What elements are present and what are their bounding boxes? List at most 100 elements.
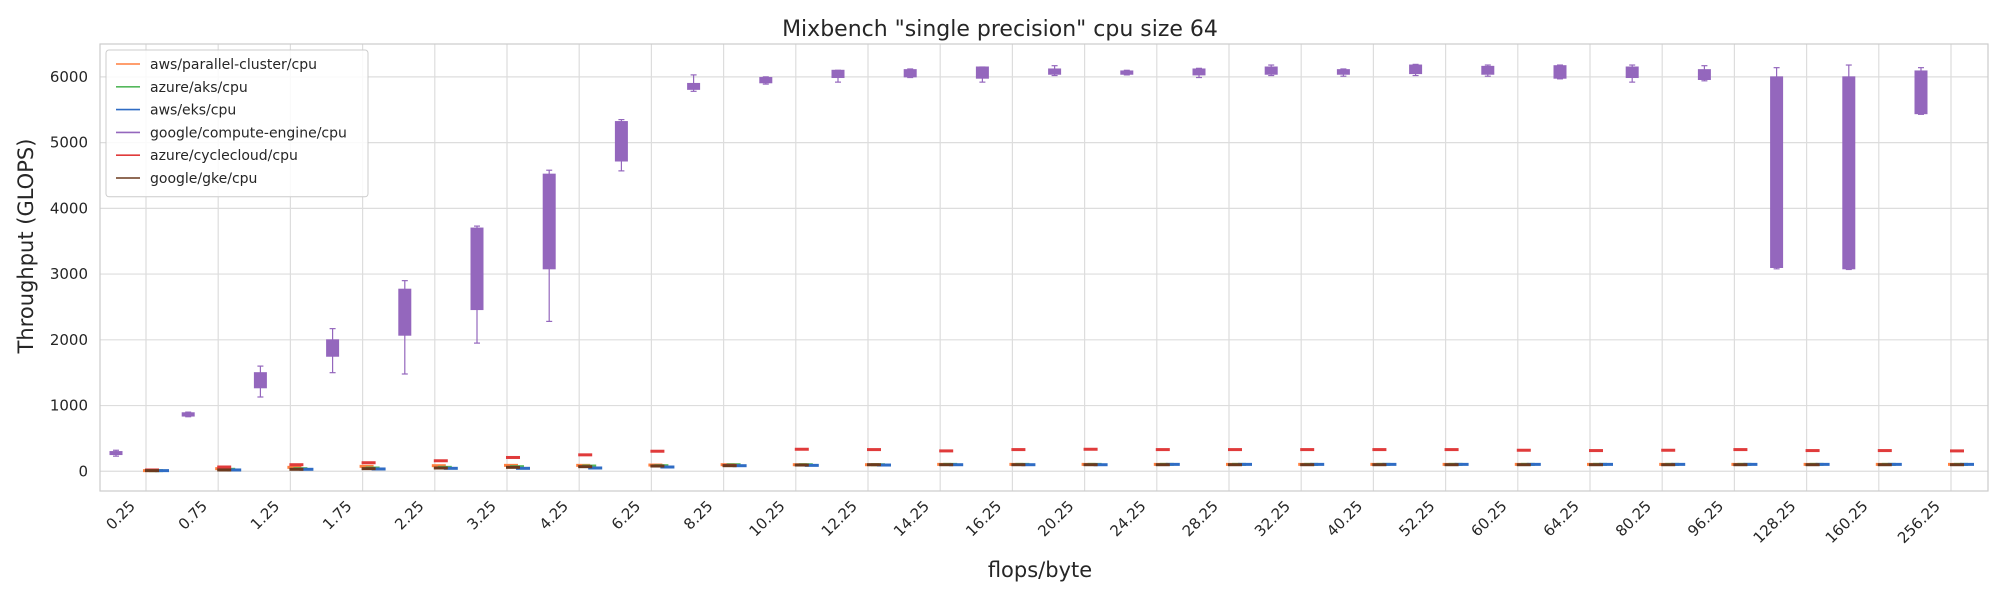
- series-marker: [1011, 463, 1026, 467]
- series-marker: [1238, 462, 1252, 466]
- plot-area: [99, 43, 1989, 492]
- series-marker: [431, 464, 446, 468]
- series-marker: [361, 467, 376, 471]
- series-marker: [1589, 449, 1603, 453]
- box: [614, 121, 628, 162]
- x-tick-label: 6.25: [608, 497, 644, 533]
- series-marker: [794, 463, 809, 467]
- legend-entry: google/gke/cpu: [150, 171, 257, 187]
- series-marker: [1454, 462, 1469, 466]
- x-tick-label: 8.25: [680, 497, 716, 533]
- series-marker: [1877, 463, 1892, 467]
- series-marker: [1589, 463, 1603, 467]
- x-tick-label: 1.25: [247, 497, 283, 533]
- series-marker: [1228, 463, 1242, 467]
- x-tick-label: 0.25: [102, 497, 138, 533]
- x-tick-label: 60.25: [1468, 497, 1511, 540]
- series-marker: [145, 469, 159, 473]
- box: [253, 372, 267, 389]
- series-marker: [1300, 463, 1315, 467]
- series-marker: [299, 467, 314, 471]
- series-marker: [1950, 463, 1964, 467]
- series-marker: [1300, 448, 1315, 452]
- series-marker: [155, 469, 169, 473]
- x-tick-label: 16.25: [962, 497, 1005, 540]
- box: [1120, 70, 1134, 75]
- x-tick-label: 80.25: [1612, 497, 1655, 540]
- box: [1192, 68, 1206, 76]
- plot-frame: [99, 43, 1989, 492]
- series-aws-eks-cpu: [155, 462, 1974, 473]
- box: [687, 82, 701, 90]
- series-marker: [804, 463, 819, 467]
- series-marker: [1960, 462, 1974, 466]
- x-tick-label: 12.25: [818, 497, 861, 540]
- series-marker: [1516, 463, 1531, 467]
- series-marker: [650, 464, 665, 468]
- box: [398, 288, 412, 336]
- series-marker: [433, 466, 448, 470]
- series-marker: [443, 466, 458, 470]
- series-marker: [1228, 448, 1242, 452]
- series-marker: [1155, 448, 1170, 452]
- x-tick-label: 160.25: [1822, 497, 1872, 547]
- box: [1697, 69, 1711, 80]
- box: [1770, 76, 1784, 268]
- x-tick-label: 24.25: [1107, 497, 1150, 540]
- box: [831, 69, 845, 79]
- series-marker: [516, 466, 530, 470]
- series-google-gke-cpu: [145, 463, 1964, 473]
- plot-background: [100, 44, 1988, 491]
- y-tick-label: 2000: [50, 331, 88, 349]
- series-marker: [1165, 462, 1180, 466]
- series-marker: [361, 461, 376, 465]
- x-tick-label: 32.25: [1251, 497, 1294, 540]
- box: [1914, 70, 1928, 115]
- series-marker: [1599, 462, 1613, 466]
- box: [109, 451, 123, 456]
- x-tick-label: 96.25: [1684, 497, 1727, 540]
- series-google-compute-engine-cpu: [109, 63, 1928, 457]
- x-tick-label: 128.25: [1750, 497, 1800, 547]
- data-marks: [109, 63, 1974, 473]
- series-marker: [1083, 463, 1098, 467]
- box: [903, 69, 917, 78]
- series-marker: [217, 468, 232, 472]
- series-marker: [1743, 462, 1758, 466]
- series-marker: [217, 465, 232, 469]
- x-tick-label: 2.25: [391, 497, 427, 533]
- legend-entry: azure/aks/cpu: [150, 80, 248, 96]
- x-tick-label: 256.25: [1894, 497, 1944, 547]
- series-marker: [867, 463, 881, 467]
- series-marker: [433, 459, 448, 463]
- box: [975, 66, 989, 79]
- series-marker: [1661, 448, 1676, 452]
- x-tick-label: 40.25: [1323, 497, 1366, 540]
- series-marker: [1805, 463, 1820, 467]
- series-marker: [588, 466, 603, 470]
- series-marker: [1382, 462, 1397, 466]
- box: [470, 227, 484, 311]
- legend-entry: aws/eks/cpu: [150, 103, 236, 119]
- chart-title: Mixbench "single precision" cpu size 64: [782, 17, 1218, 42]
- x-tick-label: 10.25: [746, 497, 789, 540]
- series-marker: [794, 447, 809, 451]
- x-axis-label: flops/byte: [988, 558, 1092, 582]
- box: [1553, 65, 1567, 79]
- series-marker: [1805, 449, 1820, 453]
- series-marker: [660, 465, 675, 469]
- x-tick-label: 20.25: [1034, 497, 1077, 540]
- x-tick-label: 3.25: [463, 497, 499, 533]
- box: [181, 412, 195, 417]
- series-marker: [939, 463, 954, 467]
- series-marker: [578, 465, 593, 469]
- series-marker: [1372, 463, 1387, 467]
- box: [1048, 68, 1062, 75]
- box: [1336, 69, 1350, 75]
- y-tick-label: 3000: [50, 265, 88, 283]
- series-marker: [1310, 462, 1325, 466]
- series-marker: [1815, 462, 1830, 466]
- series-marker: [1671, 462, 1686, 466]
- series-marker: [1950, 449, 1964, 453]
